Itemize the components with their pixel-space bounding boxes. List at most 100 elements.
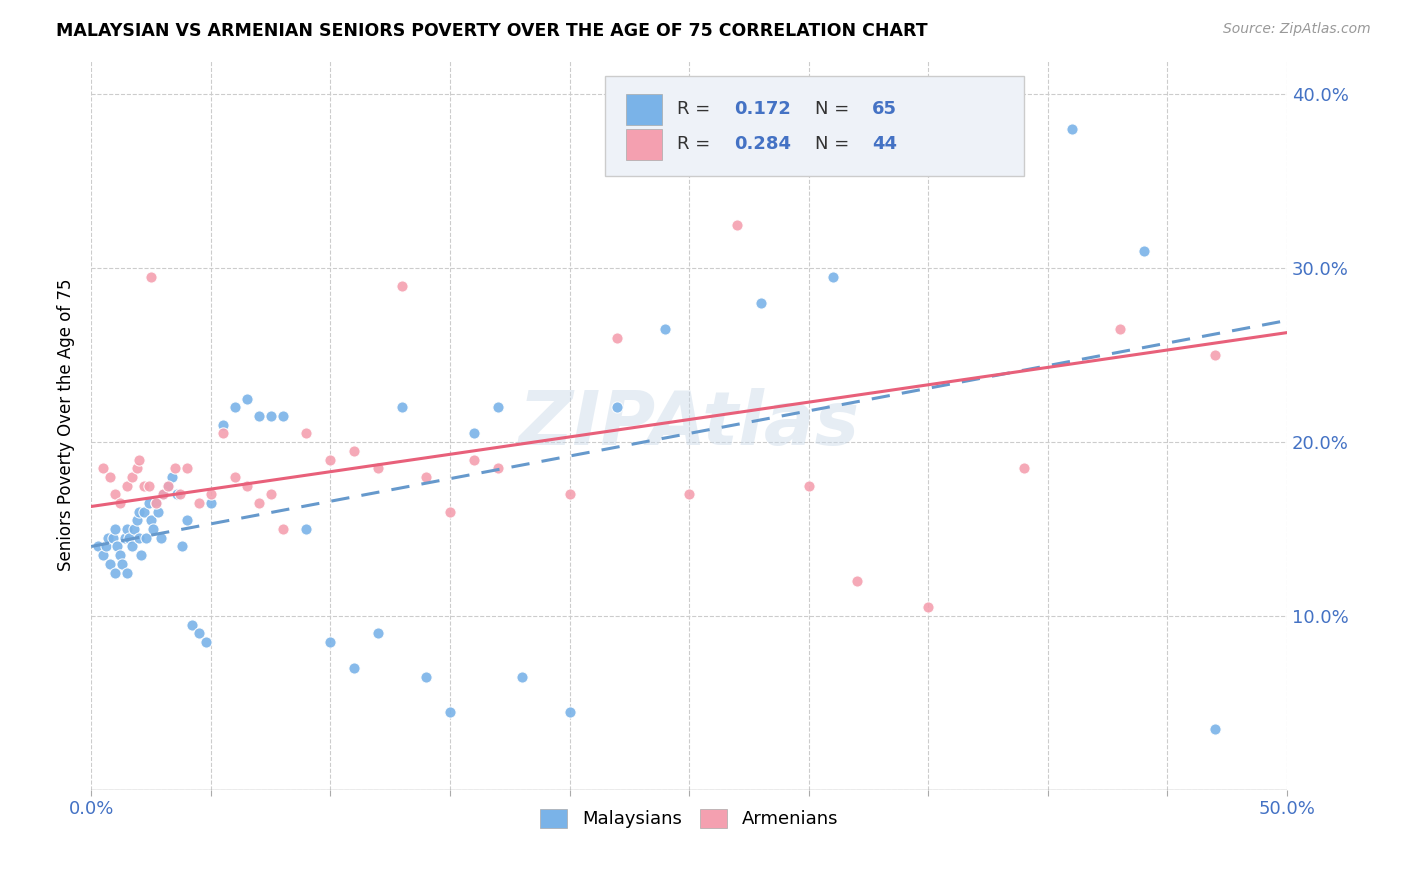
Point [135, 531, 157, 545]
Point [211, 426, 233, 441]
Point [917, 600, 939, 615]
Legend: Malaysians, Armenians: Malaysians, Armenians [533, 802, 845, 836]
Point [235, 478, 257, 492]
Point [486, 401, 509, 415]
Point [146, 505, 169, 519]
Point [463, 452, 485, 467]
Point [319, 635, 342, 649]
Text: 0.172: 0.172 [734, 100, 792, 119]
Point [295, 522, 318, 536]
Point [367, 626, 389, 640]
Point [893, 122, 915, 136]
Point [104, 487, 127, 501]
Point [224, 470, 246, 484]
FancyBboxPatch shape [606, 76, 1024, 177]
Text: 44: 44 [872, 136, 897, 153]
Point [343, 661, 366, 675]
Point [510, 670, 533, 684]
Point [558, 705, 581, 719]
Point [224, 401, 246, 415]
Point [194, 635, 217, 649]
Point [132, 478, 155, 492]
Point [114, 531, 136, 545]
Bar [626, 129, 662, 160]
Point [128, 452, 150, 467]
Point [558, 487, 581, 501]
Point [125, 461, 148, 475]
Point [176, 461, 198, 475]
Point [965, 87, 987, 102]
Point [145, 496, 167, 510]
Point [115, 566, 138, 580]
Point [121, 540, 143, 554]
Point [122, 522, 145, 536]
Point [259, 487, 281, 501]
Point [180, 617, 202, 632]
Point [166, 487, 188, 501]
Point [162, 470, 184, 484]
Point [1060, 122, 1083, 136]
Point [1108, 322, 1130, 336]
Point [156, 478, 179, 492]
Point [821, 269, 844, 284]
Point [115, 478, 138, 492]
Point [678, 487, 700, 501]
Point [606, 331, 628, 345]
Point [1132, 244, 1154, 258]
Point [797, 478, 820, 492]
Text: 0.284: 0.284 [734, 136, 792, 153]
Point [1204, 722, 1226, 736]
Point [163, 461, 186, 475]
Point [606, 401, 628, 415]
Point [486, 461, 509, 475]
Point [749, 296, 772, 310]
Point [187, 496, 209, 510]
Point [391, 401, 413, 415]
Point [104, 566, 127, 580]
Point [152, 487, 174, 501]
Point [725, 218, 748, 232]
Point [295, 426, 318, 441]
Point [94, 540, 117, 554]
Point [132, 505, 155, 519]
Text: MALAYSIAN VS ARMENIAN SENIORS POVERTY OVER THE AGE OF 75 CORRELATION CHART: MALAYSIAN VS ARMENIAN SENIORS POVERTY OV… [56, 22, 928, 40]
Point [87, 540, 110, 554]
Text: 65: 65 [872, 100, 897, 119]
Point [152, 487, 174, 501]
Point [111, 557, 134, 571]
Point [439, 505, 461, 519]
Point [98, 557, 121, 571]
Point [97, 531, 120, 545]
Point [415, 470, 437, 484]
Point [463, 426, 485, 441]
Text: R =: R = [678, 100, 716, 119]
Point [98, 470, 121, 484]
Point [247, 496, 270, 510]
Point [187, 626, 209, 640]
Point [169, 487, 191, 501]
Text: N =: N = [814, 100, 855, 119]
Point [91, 548, 114, 562]
Point [128, 505, 150, 519]
Point [259, 409, 281, 423]
Text: N =: N = [814, 136, 855, 153]
Point [107, 540, 129, 554]
Point [415, 670, 437, 684]
Point [439, 705, 461, 719]
Point [139, 269, 162, 284]
Point [125, 513, 148, 527]
Point [367, 461, 389, 475]
Point [211, 417, 233, 432]
Text: R =: R = [678, 136, 716, 153]
Point [176, 513, 198, 527]
Point [271, 409, 294, 423]
Point [91, 461, 114, 475]
Point [170, 540, 193, 554]
Point [145, 496, 167, 510]
Point [121, 470, 143, 484]
Point [391, 278, 413, 293]
Point [845, 574, 868, 589]
Point [319, 452, 342, 467]
Y-axis label: Seniors Poverty Over the Age of 75: Seniors Poverty Over the Age of 75 [58, 278, 75, 571]
Point [654, 322, 676, 336]
